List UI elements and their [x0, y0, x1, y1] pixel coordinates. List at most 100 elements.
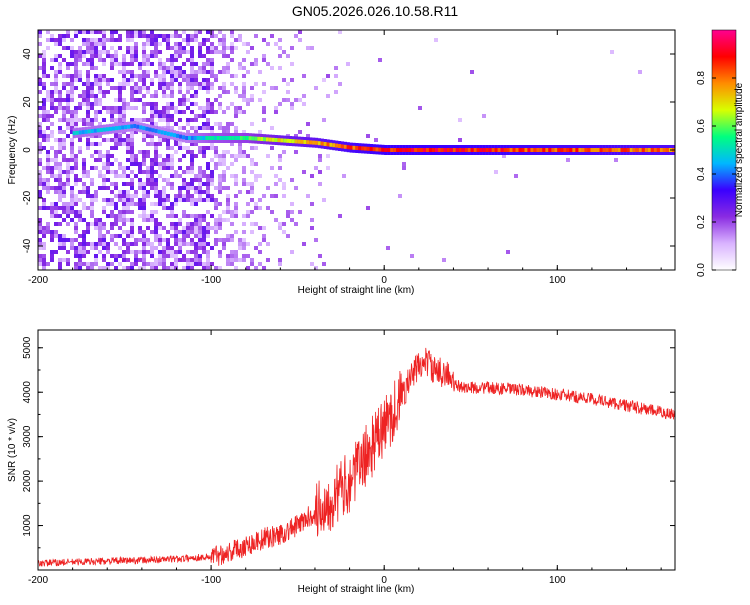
heatmap-cell — [210, 198, 214, 202]
heatmap-cell — [114, 202, 118, 206]
heatmap-cell — [62, 142, 66, 146]
signal-track-point — [617, 148, 621, 152]
signal-track-point — [599, 148, 603, 152]
heatmap-cell — [130, 50, 134, 54]
heatmap-cell — [322, 262, 326, 266]
heatmap-cell — [222, 86, 226, 90]
heatmap-cell — [282, 182, 286, 186]
heatmap-cell — [74, 226, 78, 230]
heatmap-cell — [42, 86, 46, 90]
heatmap-cell — [242, 154, 246, 158]
heatmap-cell — [78, 102, 82, 106]
signal-track-point — [470, 148, 474, 152]
heatmap-cell — [98, 174, 102, 178]
signal-track-point — [175, 133, 180, 138]
heatmap-cell — [102, 74, 106, 78]
heatmap-y-label: Frequency (Hz) — [7, 116, 18, 185]
heatmap-cell — [206, 162, 210, 166]
heatmap-cell — [246, 154, 250, 158]
heatmap-cell — [210, 42, 214, 46]
heatmap-cell — [218, 126, 222, 130]
heatmap-cell — [142, 238, 146, 242]
heatmap-cell — [70, 202, 74, 206]
heatmap-cell — [166, 34, 170, 38]
heatmap-cell — [90, 154, 94, 158]
heatmap-cell — [54, 74, 58, 78]
heatmap-cell — [258, 250, 262, 254]
heatmap-cell — [46, 150, 50, 154]
heatmap-cell — [178, 190, 182, 194]
heatmap-cell — [314, 86, 318, 90]
heatmap-cell — [198, 86, 202, 90]
heatmap-cell — [58, 94, 62, 98]
heatmap-cell — [258, 242, 262, 246]
signal-track-point — [656, 148, 661, 152]
heatmap-cell — [206, 86, 210, 90]
heatmap-cell — [90, 58, 94, 62]
signal-track-point — [473, 148, 477, 152]
heatmap-cell — [258, 198, 262, 202]
signal-track-point — [381, 147, 385, 152]
heatmap-cell — [114, 142, 118, 146]
heatmap-cell — [126, 230, 130, 234]
heatmap-cell — [102, 166, 106, 170]
heatmap-cell — [94, 166, 98, 170]
heatmap-cell — [38, 258, 42, 262]
heatmap-cell — [58, 142, 62, 146]
heatmap-cell — [50, 214, 54, 218]
heatmap-cell — [150, 82, 154, 86]
heatmap-cell — [298, 130, 302, 134]
heatmap-cell — [174, 198, 178, 202]
heatmap-cell — [230, 250, 234, 254]
heatmap-cell — [58, 178, 62, 182]
heatmap-cell — [214, 238, 218, 242]
heatmap-cell — [234, 254, 238, 258]
heatmap-cell — [190, 170, 194, 174]
signal-track-point — [355, 146, 359, 150]
heatmap-cell — [218, 30, 222, 34]
heatmap-cell — [126, 38, 130, 42]
heatmap-cell — [46, 206, 50, 210]
heatmap-cell — [50, 210, 54, 214]
heatmap-cell — [58, 222, 62, 226]
heatmap-cell — [118, 254, 122, 258]
heatmap-cell — [186, 118, 190, 122]
heatmap-cell — [38, 134, 42, 138]
heatmap-cell — [58, 206, 62, 210]
heatmap-cell — [142, 30, 146, 34]
heatmap-cell — [82, 230, 86, 234]
heatmap-cell — [130, 198, 134, 202]
heatmap-cell — [58, 182, 62, 186]
heatmap-cell — [94, 110, 98, 114]
heatmap-cell — [102, 138, 106, 142]
heatmap-cell — [50, 158, 54, 162]
heatmap-cell — [58, 34, 62, 38]
heatmap-cell — [118, 138, 122, 142]
heatmap-cell — [118, 94, 122, 98]
heatmap-cell — [150, 210, 154, 214]
heatmap-cell — [122, 78, 126, 82]
heatmap-cell — [38, 242, 42, 246]
heatmap-cell — [98, 266, 102, 270]
heatmap-cell — [150, 250, 154, 254]
heatmap-cell — [186, 130, 190, 134]
heatmap-cell — [78, 254, 82, 258]
heatmap-cell — [38, 178, 42, 182]
signal-track-point — [560, 148, 564, 152]
heatmap-cell — [150, 34, 154, 38]
heatmap-cell — [222, 34, 226, 38]
heatmap-cell — [514, 174, 518, 178]
heatmap-cell — [138, 66, 142, 70]
heatmap-cell — [106, 90, 110, 94]
heatmap-cell — [126, 198, 130, 202]
heatmap-cell — [174, 174, 178, 178]
heatmap-cell — [106, 166, 110, 170]
heatmap-cell — [238, 246, 242, 250]
heatmap-cell — [86, 50, 90, 54]
heatmap-cell — [74, 110, 78, 114]
heatmap-cell — [66, 258, 70, 262]
heatmap-cell — [118, 234, 122, 238]
heatmap-cell — [194, 126, 198, 130]
